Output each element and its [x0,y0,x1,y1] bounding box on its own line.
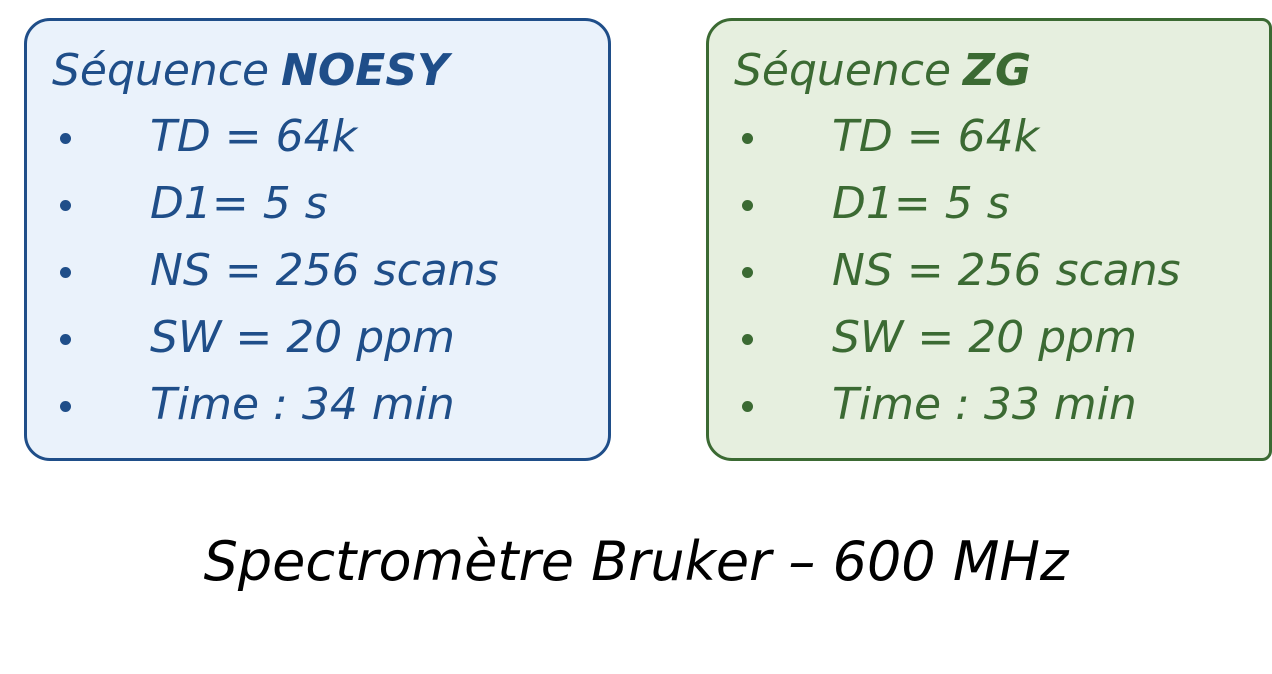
param-item: D1= 5 s [52,170,608,237]
param-item: TD = 64k [52,103,608,170]
zg-box: Séquence ZG TD = 64k D1= 5 s NS = 256 sca… [706,18,1272,461]
param-item: Time : 34 min [52,371,608,438]
param-item: NS = 256 scans [52,237,608,304]
param-item: SW = 20 ppm [734,304,1269,371]
noesy-box: Séquence NOESY TD = 64k D1= 5 s NS = 256 … [24,18,611,461]
title-prefix: Séquence [52,45,270,96]
param-list: TD = 64k D1= 5 s NS = 256 scans SW = 20 … [52,103,608,438]
title-prefix: Séquence [734,45,952,96]
footer: Spectromètre Bruker – 600 MHz [203,530,1069,593]
title-emphasis: ZG [963,45,1032,96]
param-list: TD = 64k D1= 5 s NS = 256 scans SW = 20 … [734,103,1269,438]
param-item: D1= 5 s [734,170,1269,237]
param-item: SW = 20 ppm [52,304,608,371]
title-emphasis: NOESY [281,45,449,96]
param-item: TD = 64k [734,103,1269,170]
param-item: NS = 256 scans [734,237,1269,304]
param-item: Time : 33 min [734,371,1269,438]
box-title: Séquence ZG [734,39,1269,103]
box-title: Séquence NOESY [52,39,608,103]
